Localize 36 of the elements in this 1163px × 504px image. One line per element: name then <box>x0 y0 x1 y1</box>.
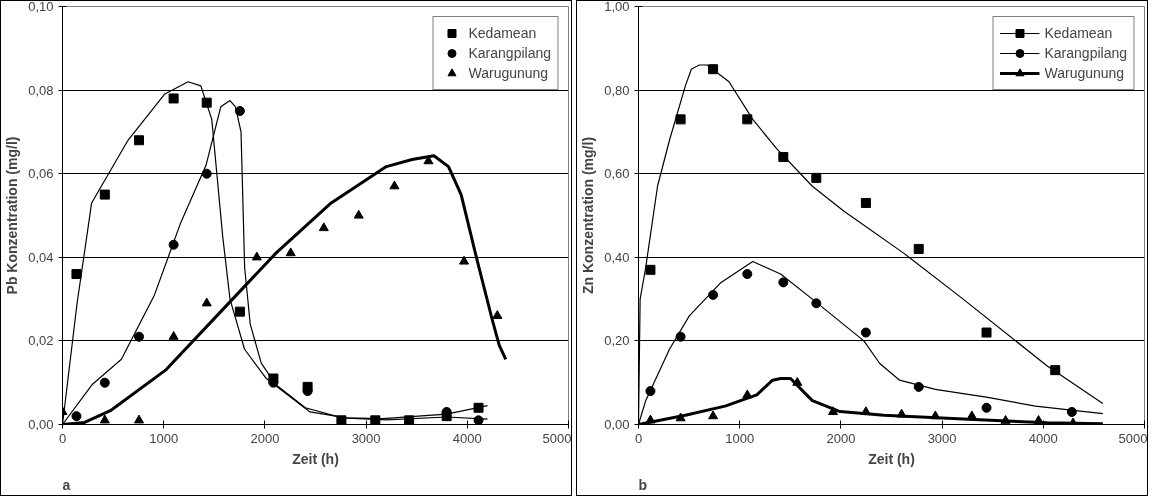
x-tick-label: 0 <box>634 430 643 446</box>
y-tick-label: 0,06 <box>28 166 54 182</box>
text: b <box>638 476 648 493</box>
y-tick-label: 1,00 <box>604 0 630 14</box>
y-tick-label: 0,04 <box>28 249 54 265</box>
y-tick-label: 0,08 <box>28 82 54 98</box>
y-tick-label: 0,02 <box>28 333 54 349</box>
x-tick-label: 4000 <box>452 430 482 446</box>
legend-label: Kedamean <box>1044 25 1113 41</box>
x-tick-label: 5000 <box>542 430 572 446</box>
legend-label: Karangpilang <box>468 45 551 61</box>
x-tick-label: 3000 <box>927 430 957 446</box>
y-tick-label: 0,20 <box>604 333 630 349</box>
y-tick-label: 0,00 <box>604 417 630 432</box>
y-tick-label: 0,80 <box>604 82 630 98</box>
y-axis-title: Zn Konzentration (mg/l) <box>580 136 597 295</box>
x-tick-label: 1000 <box>725 430 755 446</box>
legend-label: Karangpilang <box>1044 45 1127 61</box>
y-axis-title: Pb Konzentration (mg/l) <box>4 136 21 295</box>
x-tick-label: 2000 <box>826 430 856 446</box>
x-tick-label: 4000 <box>1028 430 1058 446</box>
legend-label: Warugunung <box>468 65 549 81</box>
x-tick-label: 1000 <box>149 430 179 446</box>
x-axis-title: Zeit (h) <box>868 450 915 467</box>
y-tick-label: 0,60 <box>604 166 630 182</box>
text: a <box>62 476 71 493</box>
y-tick-label: 0,00 <box>28 417 54 432</box>
x-tick-label: 5000 <box>1118 430 1148 446</box>
y-tick-label: 0,10 <box>28 0 54 14</box>
x-tick-label: 0 <box>58 430 67 446</box>
x-tick-label: 3000 <box>351 430 381 446</box>
legend-label: Kedamean <box>468 25 537 41</box>
legend-label: Warugunung <box>1044 65 1125 81</box>
x-axis-title: Zeit (h) <box>292 450 339 467</box>
y-tick-label: 0,40 <box>604 249 630 265</box>
x-tick-label: 2000 <box>250 430 280 446</box>
